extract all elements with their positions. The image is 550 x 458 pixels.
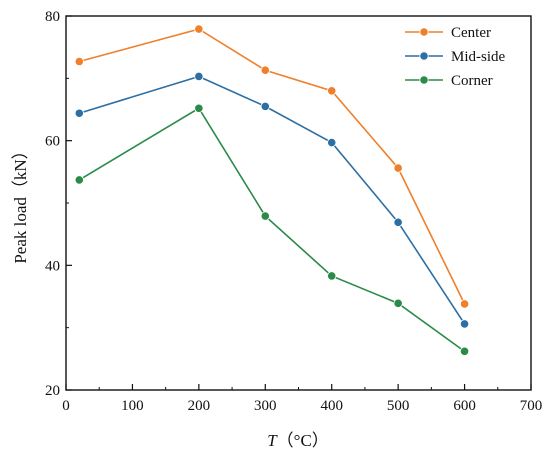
data-point-center xyxy=(459,299,470,309)
data-point-mid-side xyxy=(393,217,403,227)
x-tick-label: 200 xyxy=(188,398,211,414)
legend-label-mid-side: Mid-side xyxy=(451,49,506,65)
legend-marker-corner xyxy=(419,75,429,85)
data-point-corner xyxy=(393,298,403,308)
x-tick-label: 600 xyxy=(453,398,476,414)
legend-item-center: Center xyxy=(405,25,491,41)
series-corner xyxy=(74,103,470,356)
data-point-mid-side xyxy=(260,101,270,111)
series-line-corner xyxy=(78,107,466,353)
x-tick-label: 100 xyxy=(121,398,144,414)
data-point-corner xyxy=(260,211,270,221)
x-tick-label: 300 xyxy=(254,398,277,414)
x-tick-label: 0 xyxy=(62,398,70,414)
series-group xyxy=(74,24,470,356)
x-axis-title: T（°C） xyxy=(267,431,329,450)
y-tick-label: 20 xyxy=(45,383,60,399)
x-tick-label: 700 xyxy=(520,398,543,414)
x-axis-title-unit: （°C） xyxy=(277,431,329,450)
data-point-mid-side xyxy=(327,137,337,148)
x-axis: 0 100 200 300 400 500 600 700 xyxy=(62,384,542,414)
data-point-corner xyxy=(194,103,204,113)
data-point-corner xyxy=(74,175,84,185)
legend-marker-center xyxy=(419,27,429,37)
y-tick-label: 60 xyxy=(45,134,60,150)
legend-marker-mid-side xyxy=(419,51,429,61)
y-axis: 20 40 60 80 xyxy=(45,9,72,399)
data-point-center xyxy=(74,56,84,67)
y-tick-label: 40 xyxy=(45,258,60,274)
legend-item-corner: Corner xyxy=(405,73,493,89)
data-point-center xyxy=(393,163,403,173)
data-point-mid-side xyxy=(459,319,470,329)
legend-item-mid-side: Mid-side xyxy=(405,49,506,65)
series-center xyxy=(74,24,470,309)
series-mid-side xyxy=(74,71,470,329)
x-tick-label: 500 xyxy=(387,398,410,414)
x-axis-title-variable: T xyxy=(267,431,278,450)
x-tick-label: 400 xyxy=(320,398,343,414)
data-point-corner xyxy=(327,271,337,281)
legend-label-corner: Corner xyxy=(451,73,493,89)
legend-label-center: Center xyxy=(451,25,491,41)
data-point-center xyxy=(194,24,204,34)
y-axis-title: Peak load（kN） xyxy=(11,142,30,263)
legend: Center Mid-side Corner xyxy=(405,25,506,89)
data-point-mid-side xyxy=(194,71,204,82)
series-line-center xyxy=(79,28,466,305)
data-point-center xyxy=(260,65,270,75)
data-point-center xyxy=(327,86,337,96)
y-tick-label: 80 xyxy=(45,9,60,25)
data-point-corner xyxy=(459,346,470,356)
series-line-mid-side xyxy=(79,75,466,325)
data-point-mid-side xyxy=(74,108,84,118)
